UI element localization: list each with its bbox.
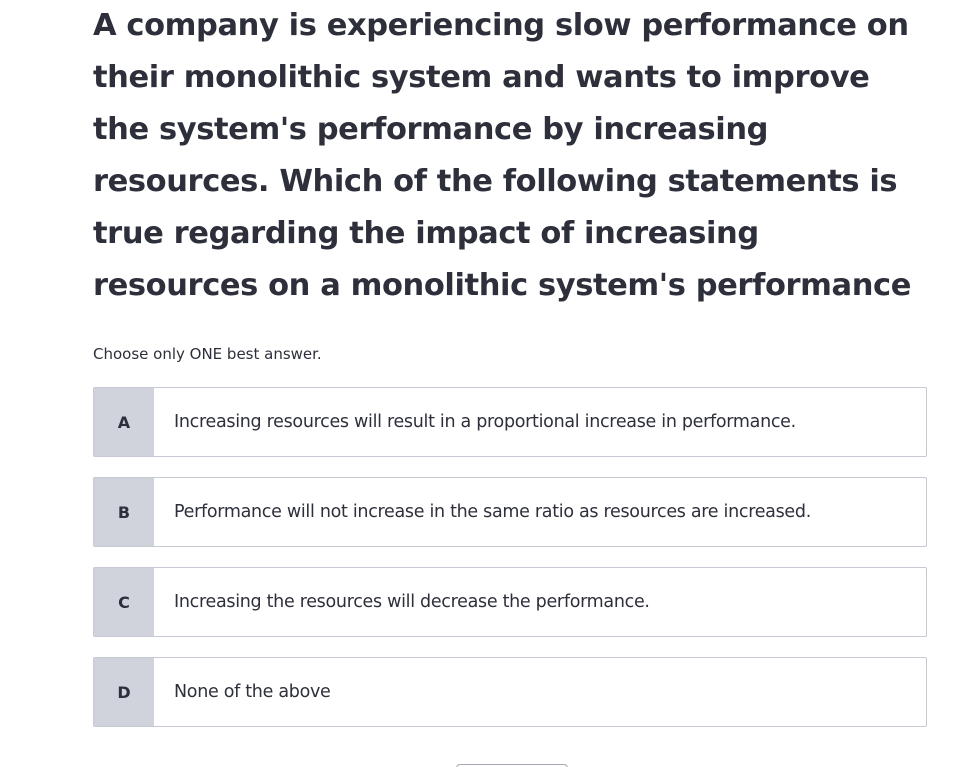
answer-option-d[interactable]: D None of the above — [93, 657, 927, 727]
option-letter: D — [94, 658, 154, 726]
option-text: Increasing the resources will decrease t… — [174, 592, 650, 612]
option-text: Performance will not increase in the sam… — [174, 502, 811, 522]
answer-options: A Increasing resources will result in a … — [93, 387, 927, 747]
answer-option-a[interactable]: A Increasing resources will result in a … — [93, 387, 927, 457]
option-text: Increasing resources will result in a pr… — [174, 412, 796, 432]
question-text: A company is experiencing slow performan… — [93, 8, 911, 303]
submit-button-edge[interactable] — [456, 764, 568, 767]
answer-option-c[interactable]: C Increasing the resources will decrease… — [93, 567, 927, 637]
option-text: None of the above — [174, 682, 331, 702]
option-letter: C — [94, 568, 154, 636]
answer-option-b[interactable]: B Performance will not increase in the s… — [93, 477, 927, 547]
answer-instruction: Choose only ONE best answer. — [93, 345, 322, 363]
option-letter: B — [94, 478, 154, 546]
option-letter: A — [94, 388, 154, 456]
